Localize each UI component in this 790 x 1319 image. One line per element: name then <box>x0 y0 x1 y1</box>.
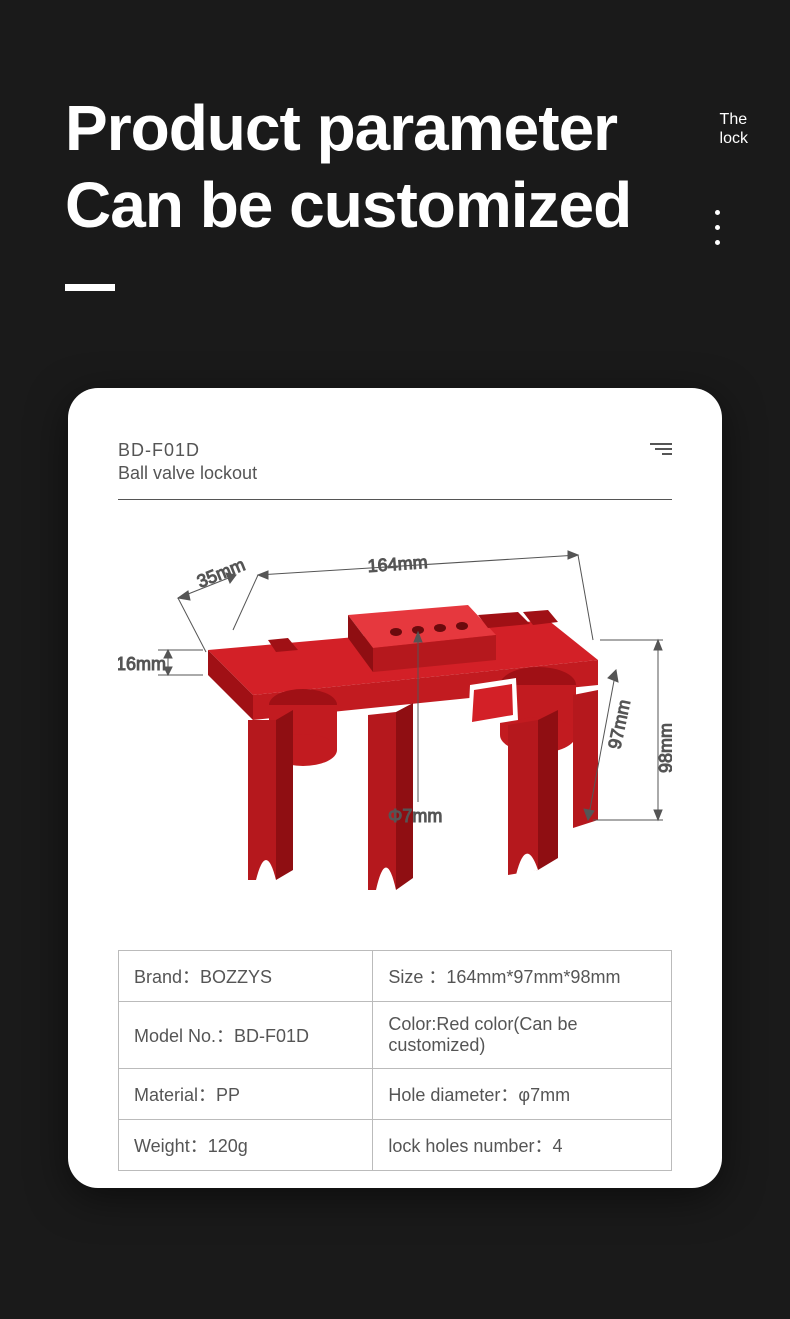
spec-left: Brand：BOZZYS <box>119 951 373 1002</box>
dim-hole: Φ7mm <box>388 806 442 826</box>
title-underline <box>65 284 115 291</box>
title-line-1: Product parameter <box>65 92 617 164</box>
vertical-dots-icon <box>715 210 720 245</box>
product-shape <box>208 605 598 890</box>
product-diagram: 164mm 35mm 16mm Φ7mm <box>118 520 672 940</box>
tag-line-2: lock <box>720 129 748 148</box>
corner-tag: The lock <box>720 110 748 148</box>
spec-table: Brand：BOZZYSSize ：164mm*97mm*98mmModel N… <box>118 950 672 1171</box>
card-header: BD-F01D Ball valve lockout <box>118 440 672 500</box>
spec-left: Model No.：BD-F01D <box>119 1002 373 1069</box>
filter-icon <box>650 442 672 456</box>
table-row: Model No.：BD-F01DColor:Red color(Can be … <box>119 1002 672 1069</box>
spec-right: Size ：164mm*97mm*98mm <box>373 951 672 1002</box>
page-title: Product parameter Can be customized <box>65 90 725 244</box>
dim-depth: 35mm <box>194 554 248 591</box>
spec-right: Hole diameter：φ7mm <box>373 1069 672 1120</box>
spec-left: Weight：120g <box>119 1120 373 1171</box>
product-name: Ball valve lockout <box>118 463 257 484</box>
dim-height: 98mm <box>656 723 672 773</box>
spec-table-body: Brand：BOZZYSSize ：164mm*97mm*98mmModel N… <box>119 951 672 1171</box>
spec-right: Color:Red color(Can be customized) <box>373 1002 672 1069</box>
tag-line-1: The <box>720 110 748 129</box>
product-card: BD-F01D Ball valve lockout <box>68 388 722 1188</box>
table-row: Brand：BOZZYSSize ：164mm*97mm*98mm <box>119 951 672 1002</box>
table-row: Material：PPHole diameter：φ7mm <box>119 1069 672 1120</box>
title-line-2: Can be customized <box>65 169 631 241</box>
product-code: BD-F01D <box>118 440 257 461</box>
dim-width: 164mm <box>367 552 428 576</box>
dim-slot: 16mm <box>118 654 166 674</box>
spec-right: lock holes number：4 <box>373 1120 672 1171</box>
spec-left: Material：PP <box>119 1069 373 1120</box>
page-header: Product parameter Can be customized The … <box>0 0 790 291</box>
table-row: Weight：120glock holes number：4 <box>119 1120 672 1171</box>
